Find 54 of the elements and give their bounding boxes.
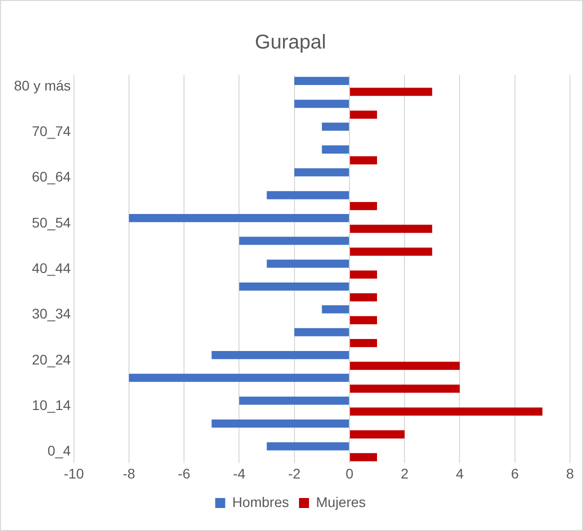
bar (350, 407, 542, 416)
bar (350, 362, 460, 370)
bar (350, 248, 432, 256)
bar (266, 260, 349, 268)
chart-title: Gurapal (254, 32, 326, 54)
x-tick-label: -10 (64, 465, 84, 482)
bar (350, 270, 378, 279)
bar (350, 453, 378, 462)
x-tick-label: 4 (456, 465, 464, 482)
bar (239, 236, 349, 245)
x-tick-label: 8 (566, 465, 574, 482)
bar (294, 76, 349, 86)
y-tick-label: 0_4 (47, 442, 72, 459)
bar (322, 122, 349, 131)
bar (350, 293, 378, 302)
bar (322, 305, 349, 314)
bar (350, 224, 432, 233)
y-tick-label: 80 y más (14, 77, 71, 94)
y-tick-label: 60_64 (32, 168, 72, 185)
x-tick-label: 0 (346, 465, 354, 482)
y-tick-label: 70_74 (32, 122, 72, 139)
bar (294, 328, 349, 336)
bar (350, 384, 460, 393)
y-tick-label: 10_14 (32, 396, 72, 413)
bar (294, 168, 349, 176)
x-tick-label: 2 (400, 465, 409, 482)
x-tick-label: -4 (232, 465, 246, 482)
y-tick-label: 30_34 (32, 306, 72, 322)
bar (212, 419, 349, 428)
y-tick-label: 50_54 (32, 214, 72, 230)
legend-label: Mujeres (316, 494, 366, 510)
bar (350, 156, 378, 164)
bar (266, 442, 349, 450)
bar (128, 374, 349, 382)
bar (350, 316, 378, 324)
bar (350, 430, 405, 438)
x-tick-label: -8 (122, 465, 136, 482)
bar (266, 191, 349, 200)
bar (239, 282, 349, 291)
y-tick-label: 20_24 (32, 351, 72, 368)
bar (350, 88, 432, 96)
bar (212, 350, 349, 360)
bar (350, 202, 378, 210)
y-tick-label: 40_44 (32, 260, 72, 276)
bar (128, 214, 349, 222)
bar (294, 100, 349, 108)
legend-label: Hombres (232, 494, 290, 510)
bar (350, 110, 378, 119)
x-tick-label: 6 (510, 465, 519, 482)
bar (350, 338, 378, 348)
x-tick-label: -6 (178, 465, 190, 482)
bar (239, 396, 349, 405)
bar (322, 145, 349, 154)
x-tick-label: -2 (288, 465, 301, 482)
